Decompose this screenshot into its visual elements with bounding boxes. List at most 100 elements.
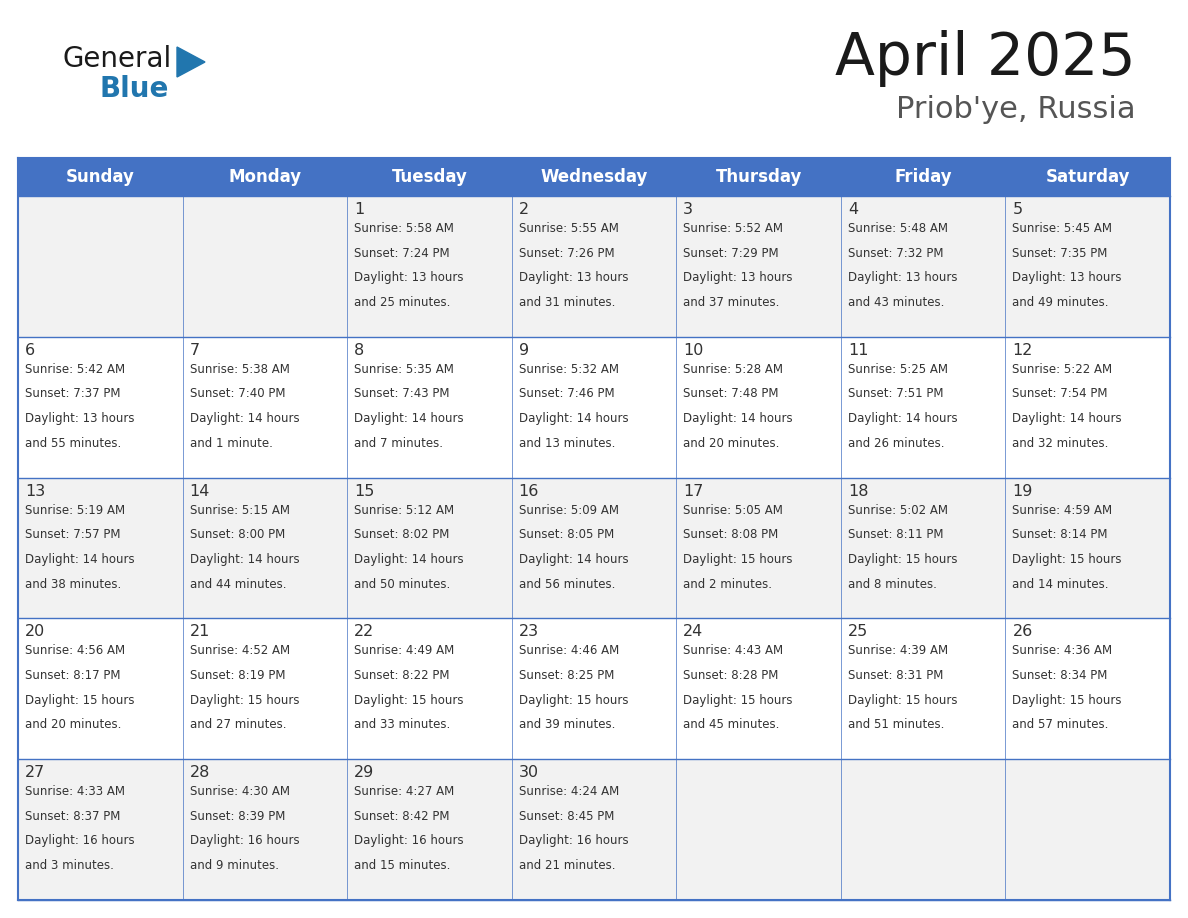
Text: 2: 2	[519, 202, 529, 217]
Text: Sunrise: 4:36 AM: Sunrise: 4:36 AM	[1012, 644, 1112, 657]
Text: 26: 26	[1012, 624, 1032, 640]
Text: Sunrise: 4:39 AM: Sunrise: 4:39 AM	[848, 644, 948, 657]
Text: Monday: Monday	[228, 168, 302, 186]
Text: 17: 17	[683, 484, 703, 498]
Text: Sunrise: 5:22 AM: Sunrise: 5:22 AM	[1012, 363, 1112, 375]
Text: Sunrise: 5:28 AM: Sunrise: 5:28 AM	[683, 363, 783, 375]
Text: Tuesday: Tuesday	[392, 168, 467, 186]
Text: Sunrise: 5:38 AM: Sunrise: 5:38 AM	[190, 363, 290, 375]
Bar	[18, 337, 1170, 477]
Text: Sunset: 8:08 PM: Sunset: 8:08 PM	[683, 528, 778, 542]
Text: Sunrise: 5:25 AM: Sunrise: 5:25 AM	[848, 363, 948, 375]
Text: Daylight: 13 hours: Daylight: 13 hours	[683, 272, 792, 285]
Text: Sunrise: 5:12 AM: Sunrise: 5:12 AM	[354, 504, 454, 517]
Text: 22: 22	[354, 624, 374, 640]
Text: Sunrise: 4:52 AM: Sunrise: 4:52 AM	[190, 644, 290, 657]
Text: Sunset: 8:02 PM: Sunset: 8:02 PM	[354, 528, 449, 542]
Text: 9: 9	[519, 342, 529, 358]
Text: and 2 minutes.: and 2 minutes.	[683, 577, 772, 590]
Text: and 20 minutes.: and 20 minutes.	[683, 437, 779, 450]
Text: Sunset: 7:48 PM: Sunset: 7:48 PM	[683, 387, 779, 400]
Text: Sunset: 8:25 PM: Sunset: 8:25 PM	[519, 669, 614, 682]
Text: Daylight: 15 hours: Daylight: 15 hours	[1012, 553, 1121, 565]
Text: and 56 minutes.: and 56 minutes.	[519, 577, 615, 590]
Text: Daylight: 14 hours: Daylight: 14 hours	[190, 412, 299, 425]
Text: 12: 12	[1012, 342, 1032, 358]
Text: Friday: Friday	[895, 168, 952, 186]
Text: Blue: Blue	[100, 75, 170, 103]
Text: Sunset: 8:28 PM: Sunset: 8:28 PM	[683, 669, 778, 682]
Text: Sunset: 7:57 PM: Sunset: 7:57 PM	[25, 528, 120, 542]
Text: Daylight: 15 hours: Daylight: 15 hours	[519, 694, 628, 707]
Text: and 3 minutes.: and 3 minutes.	[25, 859, 114, 872]
Text: Daylight: 16 hours: Daylight: 16 hours	[25, 834, 134, 847]
Text: Sunrise: 4:43 AM: Sunrise: 4:43 AM	[683, 644, 783, 657]
Text: Sunset: 8:31 PM: Sunset: 8:31 PM	[848, 669, 943, 682]
Text: Sunrise: 5:42 AM: Sunrise: 5:42 AM	[25, 363, 125, 375]
Text: Daylight: 13 hours: Daylight: 13 hours	[848, 272, 958, 285]
Text: Sunrise: 4:27 AM: Sunrise: 4:27 AM	[354, 785, 454, 798]
Text: and 14 minutes.: and 14 minutes.	[1012, 577, 1108, 590]
Text: Sunset: 8:14 PM: Sunset: 8:14 PM	[1012, 528, 1108, 542]
Text: Sunset: 7:51 PM: Sunset: 7:51 PM	[848, 387, 943, 400]
Text: Sunset: 7:29 PM: Sunset: 7:29 PM	[683, 247, 779, 260]
Text: and 55 minutes.: and 55 minutes.	[25, 437, 121, 450]
Text: Sunset: 8:11 PM: Sunset: 8:11 PM	[848, 528, 943, 542]
Text: Sunset: 8:39 PM: Sunset: 8:39 PM	[190, 810, 285, 823]
Text: April 2025: April 2025	[835, 30, 1136, 87]
Text: Daylight: 13 hours: Daylight: 13 hours	[1012, 272, 1121, 285]
Text: Daylight: 16 hours: Daylight: 16 hours	[190, 834, 299, 847]
Text: and 39 minutes.: and 39 minutes.	[519, 718, 615, 732]
Text: Sunrise: 5:35 AM: Sunrise: 5:35 AM	[354, 363, 454, 375]
Text: General: General	[62, 45, 171, 73]
Text: 6: 6	[25, 342, 36, 358]
Text: Daylight: 14 hours: Daylight: 14 hours	[25, 553, 134, 565]
Text: 14: 14	[190, 484, 210, 498]
Text: Saturday: Saturday	[1045, 168, 1130, 186]
Text: Sunset: 8:42 PM: Sunset: 8:42 PM	[354, 810, 449, 823]
Text: Sunset: 7:26 PM: Sunset: 7:26 PM	[519, 247, 614, 260]
Text: Daylight: 16 hours: Daylight: 16 hours	[354, 834, 463, 847]
Text: and 57 minutes.: and 57 minutes.	[1012, 718, 1108, 732]
Text: Daylight: 13 hours: Daylight: 13 hours	[354, 272, 463, 285]
Text: Sunset: 7:43 PM: Sunset: 7:43 PM	[354, 387, 449, 400]
Text: and 38 minutes.: and 38 minutes.	[25, 577, 121, 590]
Text: Daylight: 15 hours: Daylight: 15 hours	[848, 694, 958, 707]
Text: Daylight: 14 hours: Daylight: 14 hours	[190, 553, 299, 565]
Text: 16: 16	[519, 484, 539, 498]
Bar	[18, 477, 1170, 619]
Text: and 9 minutes.: and 9 minutes.	[190, 859, 278, 872]
Text: and 51 minutes.: and 51 minutes.	[848, 718, 944, 732]
Text: 3: 3	[683, 202, 694, 217]
Text: Sunset: 8:00 PM: Sunset: 8:00 PM	[190, 528, 285, 542]
Text: 24: 24	[683, 624, 703, 640]
Text: Sunset: 7:40 PM: Sunset: 7:40 PM	[190, 387, 285, 400]
Text: Sunrise: 5:32 AM: Sunrise: 5:32 AM	[519, 363, 619, 375]
Text: Sunrise: 5:09 AM: Sunrise: 5:09 AM	[519, 504, 619, 517]
Text: and 13 minutes.: and 13 minutes.	[519, 437, 615, 450]
Text: and 21 minutes.: and 21 minutes.	[519, 859, 615, 872]
Text: 5: 5	[1012, 202, 1023, 217]
Text: Sunset: 7:35 PM: Sunset: 7:35 PM	[1012, 247, 1107, 260]
Text: Daylight: 15 hours: Daylight: 15 hours	[848, 553, 958, 565]
Bar	[18, 196, 1170, 337]
Text: Sunset: 7:37 PM: Sunset: 7:37 PM	[25, 387, 120, 400]
Text: 4: 4	[848, 202, 858, 217]
Text: 8: 8	[354, 342, 365, 358]
Text: and 44 minutes.: and 44 minutes.	[190, 577, 286, 590]
Text: Daylight: 15 hours: Daylight: 15 hours	[1012, 694, 1121, 707]
Text: Daylight: 15 hours: Daylight: 15 hours	[683, 694, 792, 707]
Text: Daylight: 14 hours: Daylight: 14 hours	[1012, 412, 1121, 425]
Text: and 49 minutes.: and 49 minutes.	[1012, 296, 1108, 309]
Text: Sunrise: 4:24 AM: Sunrise: 4:24 AM	[519, 785, 619, 798]
Text: Sunrise: 4:59 AM: Sunrise: 4:59 AM	[1012, 504, 1112, 517]
Text: 25: 25	[848, 624, 868, 640]
Text: 11: 11	[848, 342, 868, 358]
Text: Daylight: 15 hours: Daylight: 15 hours	[354, 694, 463, 707]
Text: Sunset: 8:22 PM: Sunset: 8:22 PM	[354, 669, 449, 682]
Text: and 27 minutes.: and 27 minutes.	[190, 718, 286, 732]
Text: Sunset: 8:34 PM: Sunset: 8:34 PM	[1012, 669, 1107, 682]
Text: 29: 29	[354, 766, 374, 780]
Text: and 45 minutes.: and 45 minutes.	[683, 718, 779, 732]
Text: Sunrise: 4:56 AM: Sunrise: 4:56 AM	[25, 644, 125, 657]
